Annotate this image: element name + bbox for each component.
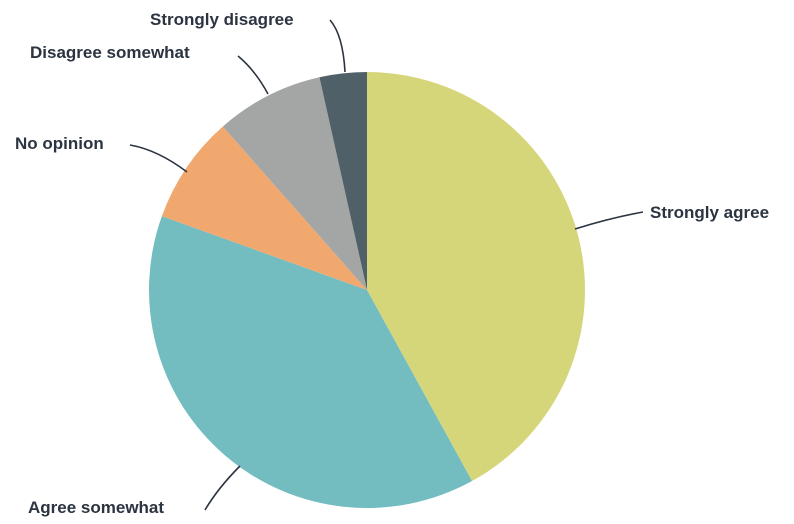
pie-slice-no-opinion [161,126,367,290]
leader-line-disagree-somewhat [237,55,269,95]
leader-line-strongly-disagree [329,19,346,73]
slice-label-no-opinion: No opinion [15,134,104,153]
slice-label-strongly-disagree: Strongly disagree [150,10,294,29]
leader-line-strongly-agree [574,211,644,230]
slice-label-agree-somewhat: Agree somewhat [28,498,164,517]
slice-label-strongly-agree: Strongly agree [650,203,769,222]
pie-slice-strongly-agree [367,72,585,482]
slice-label-disagree-somewhat: Disagree somewhat [30,43,190,62]
pie-slice-strongly-disagree [319,72,367,290]
leader-line-no-opinion [129,144,188,173]
pie-slice-disagree-somewhat [222,77,367,290]
pie-slice-agree-somewhat [149,216,473,508]
leader-line-agree-somewhat [204,465,241,511]
